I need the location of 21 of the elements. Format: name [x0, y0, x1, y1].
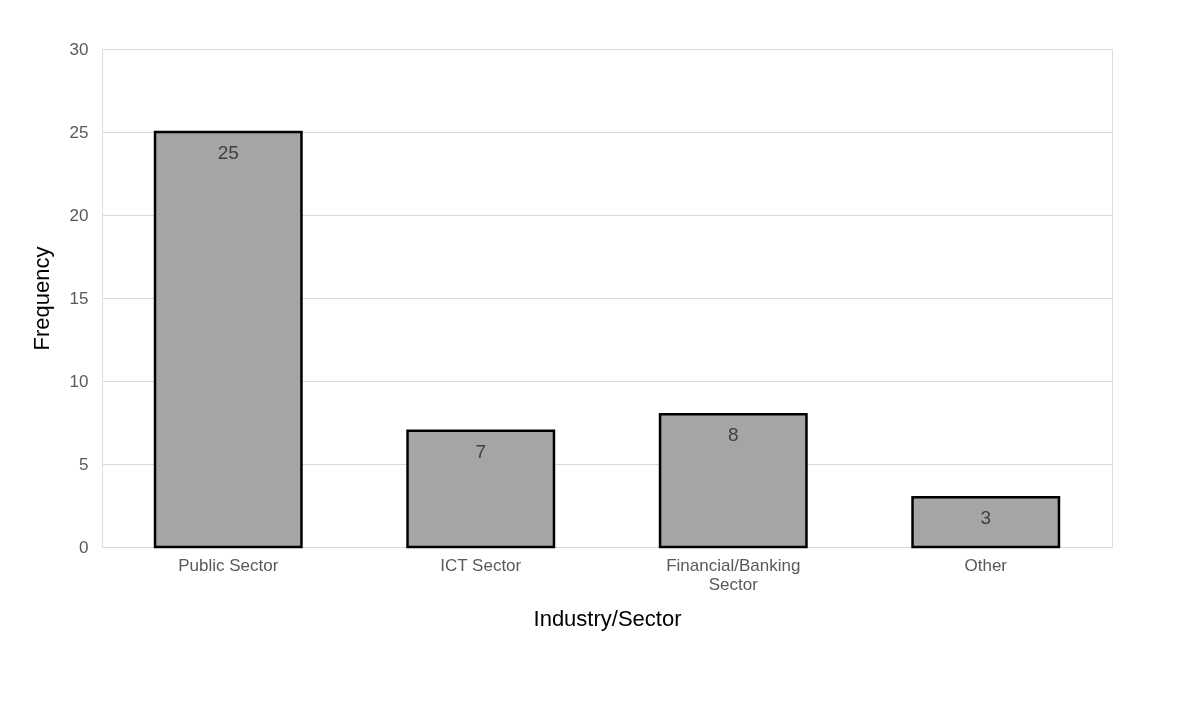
- y-tick-label: 0: [79, 537, 89, 557]
- bar: [911, 495, 1061, 549]
- y-tick-label: 25: [69, 122, 89, 142]
- y-axis-title: Frequency: [28, 246, 54, 351]
- data-label: 3: [980, 507, 992, 529]
- y-tick-label: 30: [69, 39, 89, 59]
- data-label: 8: [727, 424, 739, 446]
- x-tick-label: Financial/Banking Sector: [666, 555, 801, 594]
- bar: [406, 429, 556, 549]
- data-label: 25: [217, 142, 239, 163]
- y-tick-label: 10: [69, 371, 89, 391]
- x-axis-title: Industry/Sector: [533, 605, 682, 631]
- x-tick-label: Other: [964, 555, 1008, 575]
- y-tick-label: 15: [69, 288, 89, 308]
- bar: [153, 130, 303, 549]
- y-tick-label: 20: [69, 205, 89, 225]
- x-tick-label: Public Sector: [178, 555, 279, 575]
- x-tick-label: ICT Sector: [440, 555, 522, 575]
- data-label: 7: [475, 440, 487, 462]
- y-tick-label: 5: [79, 454, 89, 474]
- bar: [658, 412, 808, 549]
